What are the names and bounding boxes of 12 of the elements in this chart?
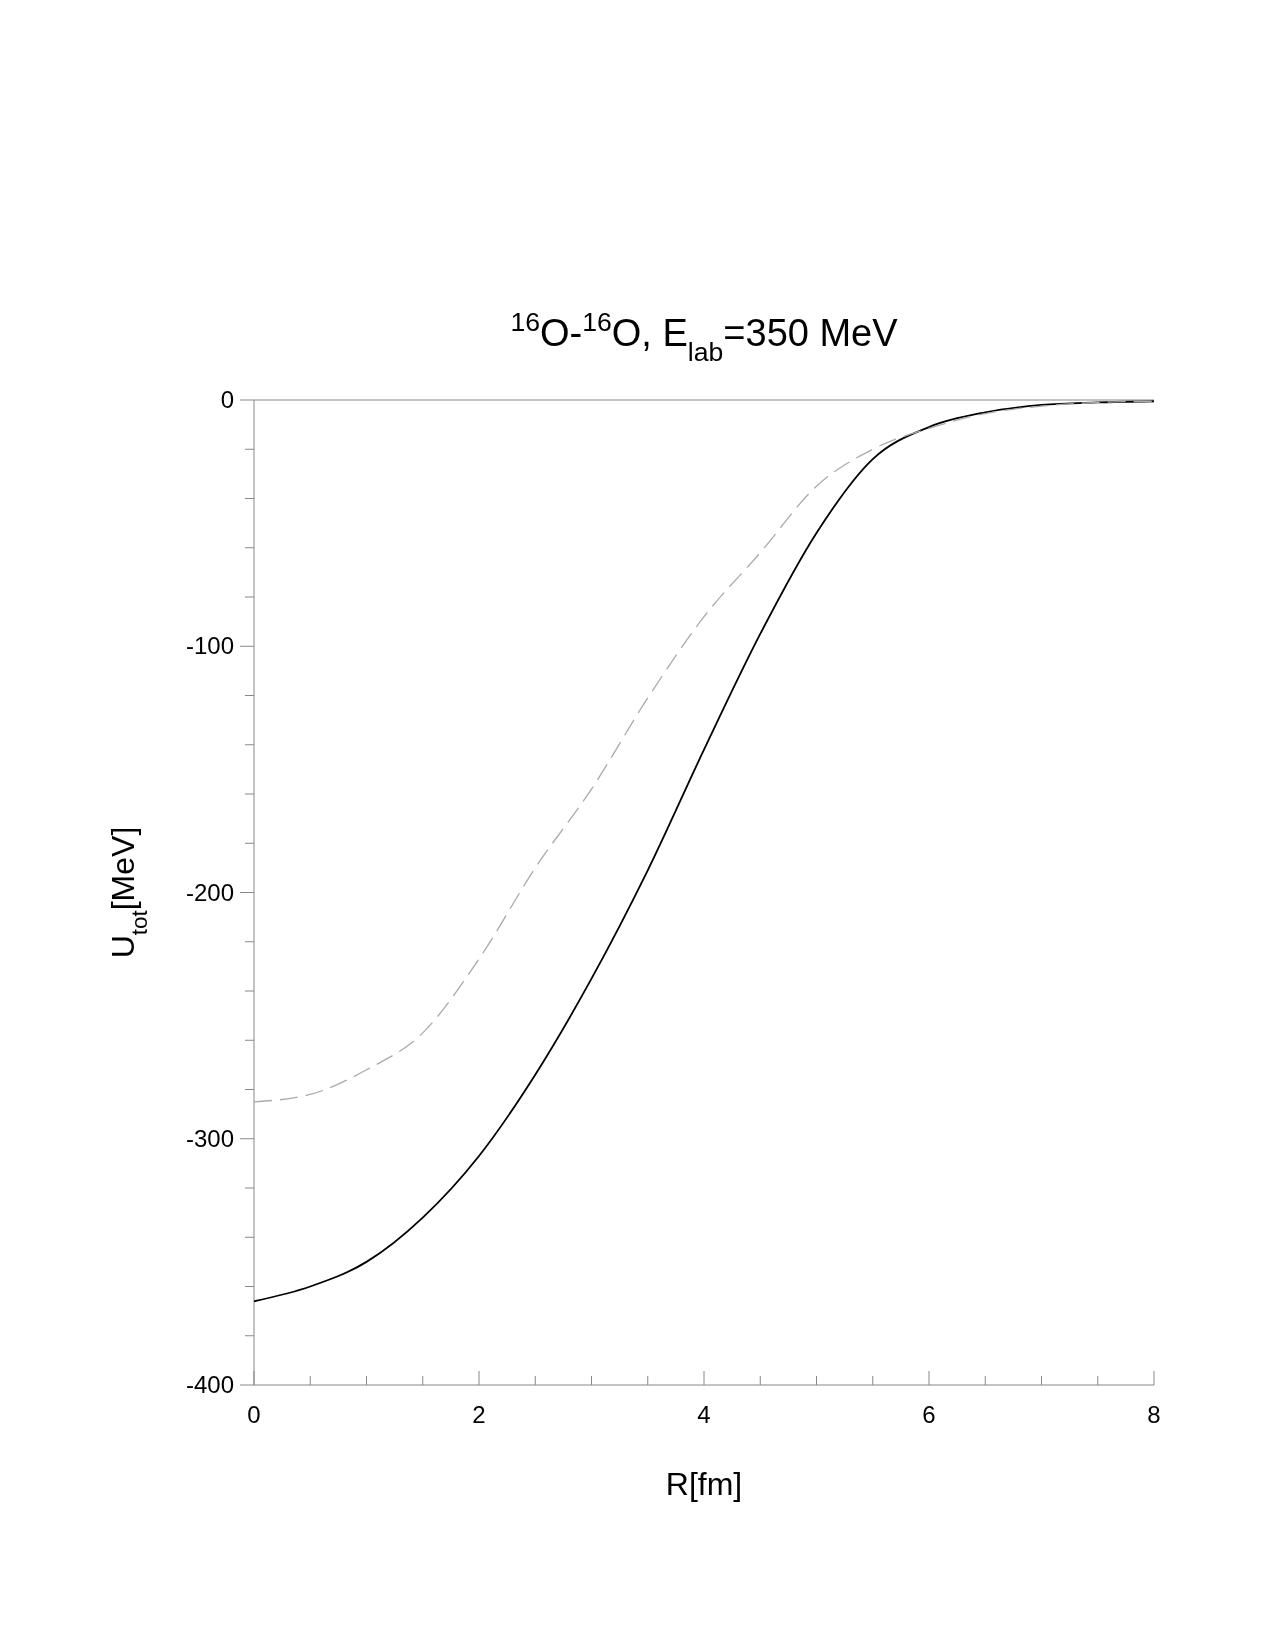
- y-tick-label: -200: [185, 878, 234, 906]
- x-axis-title: R[fm]: [665, 1466, 743, 1502]
- x-tick-label: 8: [1147, 1401, 1161, 1428]
- x-tick-label: 2: [472, 1401, 486, 1428]
- x-tick-label: 6: [922, 1401, 936, 1428]
- x-tick-label: 4: [697, 1401, 711, 1428]
- x-tick-label: 0: [247, 1401, 261, 1428]
- y-tick-label: -100: [185, 632, 234, 660]
- chart-title: $^{16}$O-$^{16}$O, E$_{lab}$=350 MeV: [510, 307, 899, 367]
- y-tick-label: 0: [220, 386, 234, 413]
- y-tick-label: -400: [185, 1371, 234, 1398]
- y-tick-label: -300: [185, 1124, 234, 1152]
